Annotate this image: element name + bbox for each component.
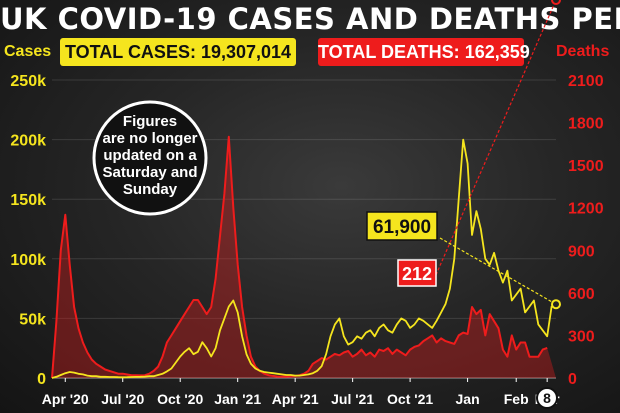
- right-tick-label: 2100: [568, 73, 604, 90]
- x-tick-label: Jul '20: [101, 391, 144, 407]
- annotation-line: are no longer: [102, 130, 197, 147]
- cases-line: [51, 138, 557, 379]
- chart-title: UK COVID-19 CASES AND DEATHS PER DAY: [0, 2, 620, 36]
- right-tick-label: 300: [568, 328, 595, 345]
- annotation-line: Sunday: [123, 181, 178, 198]
- x-tick-label: Oct '20: [157, 391, 203, 407]
- left-tick-label: 50k: [19, 311, 46, 328]
- right-tick-label: 1500: [568, 158, 604, 175]
- annotation-line: updated on a: [103, 147, 197, 164]
- highlight-day-label: 8: [543, 390, 551, 406]
- total-cases-badge: TOTAL CASES: 19,307,014: [60, 38, 296, 66]
- total-cases-label: TOTAL CASES:: [64, 42, 196, 62]
- cases-callout-leader: [439, 237, 557, 305]
- x-tick-label: Apr '20: [42, 391, 89, 407]
- left-axis-ticks: 0 50k 100k 150k 200k 250k: [10, 73, 46, 388]
- right-tick-label: 900: [568, 243, 595, 260]
- total-deaths-value: 162,359: [464, 42, 530, 62]
- x-axis-ticks: Apr '20 Jul '20 Oct '20 Jan '21 Apr '21 Jul '…: [42, 377, 560, 407]
- deaths-last-marker: [551, 0, 561, 5]
- x-tick-label: Jan: [456, 391, 480, 407]
- x-tick-label: Feb: [504, 391, 529, 407]
- deaths-callout-leader: [431, 0, 557, 285]
- left-tick-label: 0: [37, 371, 46, 388]
- annotation-bubble: [92, 100, 208, 216]
- left-tick-label: 200k: [10, 133, 46, 150]
- total-cases-value: 19,307,014: [200, 42, 292, 62]
- right-axis-ticks: 0 300 600 900 1200 1500 1800 2100: [568, 73, 604, 388]
- cases-callout-box: [366, 211, 438, 241]
- left-tick-label: 100k: [10, 252, 46, 269]
- left-tick-label: 150k: [10, 192, 46, 209]
- x-tick-label: Jul '21: [331, 391, 374, 407]
- highlight-day-badge: [536, 387, 558, 409]
- left-axis-label: Cases: [4, 43, 52, 60]
- annotation-line: Saturday and: [102, 164, 197, 181]
- x-tick-label: Apr '21: [272, 391, 319, 407]
- total-deaths-badge: TOTAL DEATHS: 162,359: [318, 38, 530, 66]
- deaths-callout-box: [397, 259, 437, 287]
- cases-last-marker: [551, 299, 561, 310]
- cases-callout-value: 61,900: [373, 217, 431, 238]
- annotation-line: Figures: [123, 113, 177, 130]
- right-tick-label: 1800: [568, 116, 604, 133]
- x-tick-label: Jan '21: [214, 391, 261, 407]
- x-tick-label: Oct '21: [387, 391, 433, 407]
- cases-series: [51, 138, 557, 379]
- total-deaths-label: TOTAL DEATHS:: [318, 42, 460, 62]
- right-tick-label: 1200: [568, 201, 604, 218]
- deaths-callout-value: 212: [402, 264, 432, 284]
- left-tick-label: 250k: [10, 73, 46, 90]
- right-tick-label: 0: [568, 371, 577, 388]
- right-tick-label: 600: [568, 286, 595, 303]
- right-axis-label: Deaths: [556, 43, 610, 60]
